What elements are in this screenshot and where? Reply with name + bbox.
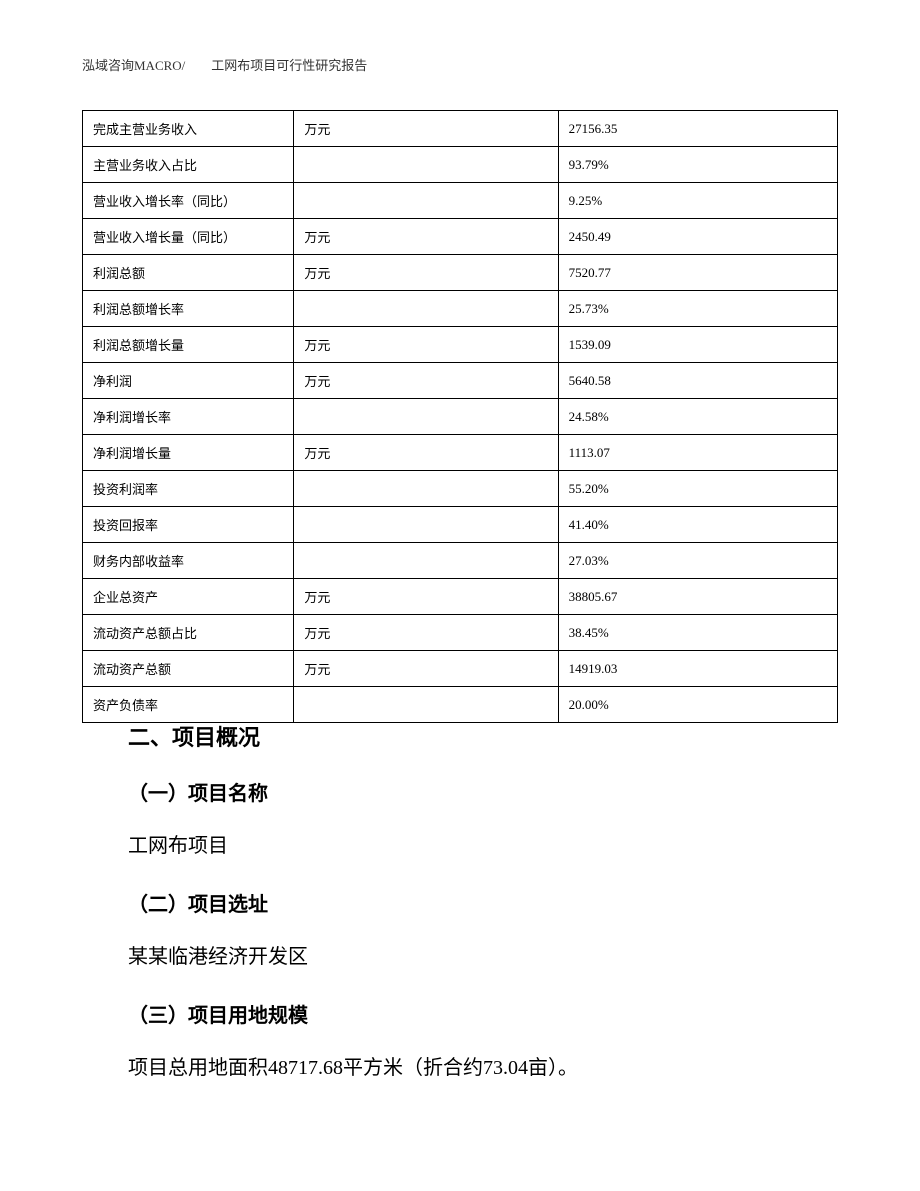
table-row: 利润总额增长率 25.73% [83,291,838,327]
table-cell-label: 净利润增长量 [83,435,294,471]
table-row: 资产负债率 20.00% [83,687,838,723]
table-cell-label: 利润总额增长率 [83,291,294,327]
table-cell-value: 20.00% [558,687,837,723]
table-cell-label: 营业收入增长率（同比） [83,183,294,219]
body-text-3: 项目总用地面积48717.68平方米（折合约73.04亩）。 [128,1050,808,1086]
table-row: 完成主营业务收入万元27156.35 [83,111,838,147]
table-cell-unit: 万元 [294,219,558,255]
table-cell-value: 41.40% [558,507,837,543]
table-row: 净利润增长率 24.58% [83,399,838,435]
body-text-1: 工网布项目 [128,828,808,864]
table-cell-label: 主营业务收入占比 [83,147,294,183]
table-cell-label: 营业收入增长量（同比） [83,219,294,255]
table-cell-value: 9.25% [558,183,837,219]
section-heading: 二、项目概况 [128,720,808,752]
table-row: 主营业务收入占比 93.79% [83,147,838,183]
table-cell-label: 完成主营业务收入 [83,111,294,147]
table-cell-unit: 万元 [294,435,558,471]
table-cell-label: 企业总资产 [83,579,294,615]
table-cell-unit: 万元 [294,363,558,399]
table-row: 投资回报率 41.40% [83,507,838,543]
table-row: 流动资产总额占比万元38.45% [83,615,838,651]
table-row: 净利润增长量万元1113.07 [83,435,838,471]
table-cell-unit: 万元 [294,651,558,687]
body-text-2: 某某临港经济开发区 [128,939,808,975]
header-text: 泓域咨询MACRO/ 工网布项目可行性研究报告 [82,58,367,73]
table-cell-label: 财务内部收益率 [83,543,294,579]
table-cell-label: 净利润增长率 [83,399,294,435]
table-cell-value: 38.45% [558,615,837,651]
table-cell-value: 55.20% [558,471,837,507]
table-cell-unit [294,507,558,543]
table-cell-unit [294,399,558,435]
table-cell-unit: 万元 [294,255,558,291]
financial-table: 完成主营业务收入万元27156.35主营业务收入占比93.79%营业收入增长率（… [82,110,838,723]
sub-heading-2: （二）项目选址 [128,888,808,917]
table-cell-value: 25.73% [558,291,837,327]
table-cell-value: 27156.35 [558,111,837,147]
table-cell-value: 14919.03 [558,651,837,687]
table-cell-value: 93.79% [558,147,837,183]
table-cell-unit: 万元 [294,327,558,363]
table-cell-value: 38805.67 [558,579,837,615]
table-cell-unit: 万元 [294,615,558,651]
table-cell-unit [294,471,558,507]
table-cell-label: 投资回报率 [83,507,294,543]
table-cell-label: 资产负债率 [83,687,294,723]
table-cell-label: 流动资产总额 [83,651,294,687]
table-cell-unit [294,687,558,723]
table-cell-value: 27.03% [558,543,837,579]
table-row: 利润总额增长量万元1539.09 [83,327,838,363]
content-section: 二、项目概况 （一）项目名称 工网布项目 （二）项目选址 某某临港经济开发区 （… [128,720,808,1110]
table-row: 投资利润率 55.20% [83,471,838,507]
document-header: 泓域咨询MACRO/ 工网布项目可行性研究报告 [82,55,367,74]
table-row: 营业收入增长量（同比）万元2450.49 [83,219,838,255]
sub-heading-1: （一）项目名称 [128,777,808,806]
table-row: 企业总资产万元38805.67 [83,579,838,615]
table-cell-label: 投资利润率 [83,471,294,507]
financial-table-container: 完成主营业务收入万元27156.35主营业务收入占比93.79%营业收入增长率（… [82,110,838,723]
table-cell-unit [294,291,558,327]
table-cell-label: 利润总额 [83,255,294,291]
table-row: 利润总额万元7520.77 [83,255,838,291]
table-cell-label: 流动资产总额占比 [83,615,294,651]
table-cell-unit [294,147,558,183]
table-row: 财务内部收益率 27.03% [83,543,838,579]
table-cell-unit [294,543,558,579]
table-row: 营业收入增长率（同比） 9.25% [83,183,838,219]
table-cell-unit: 万元 [294,579,558,615]
table-cell-value: 2450.49 [558,219,837,255]
table-row: 净利润万元5640.58 [83,363,838,399]
table-cell-unit: 万元 [294,111,558,147]
table-cell-value: 5640.58 [558,363,837,399]
table-cell-unit [294,183,558,219]
sub-heading-3: （三）项目用地规模 [128,999,808,1028]
table-cell-value: 7520.77 [558,255,837,291]
table-cell-label: 净利润 [83,363,294,399]
table-cell-label: 利润总额增长量 [83,327,294,363]
table-cell-value: 1539.09 [558,327,837,363]
table-row: 流动资产总额万元14919.03 [83,651,838,687]
table-cell-value: 24.58% [558,399,837,435]
table-cell-value: 1113.07 [558,435,837,471]
